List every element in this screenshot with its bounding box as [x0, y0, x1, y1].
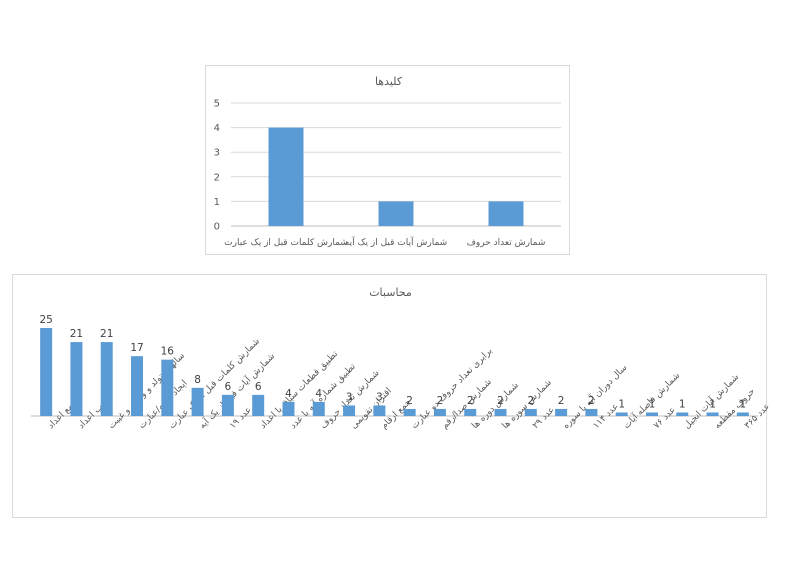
y-tick-label: 2 — [214, 172, 220, 183]
data-label: 2 — [588, 395, 595, 407]
data-label: 2 — [406, 395, 413, 407]
bar — [585, 408, 598, 416]
bar — [40, 328, 53, 416]
bar — [494, 408, 507, 416]
chart-keys-svg: کلیدها 0 1 2 3 4 5 شمارش کلمات قبل از یک عبارت… — [214, 75, 561, 248]
y-tick-label: 3 — [214, 148, 220, 159]
bar — [221, 394, 234, 416]
bar — [706, 412, 719, 416]
chart-title: کلیدها — [375, 75, 403, 88]
data-label: 2 — [467, 395, 474, 407]
bar — [403, 408, 416, 416]
data-label: 1 — [709, 398, 716, 410]
bar — [736, 412, 749, 416]
data-label: 2 — [437, 395, 444, 407]
bar — [488, 201, 524, 226]
bar — [378, 201, 414, 226]
bar — [373, 405, 386, 416]
bar — [645, 412, 658, 416]
data-label: 6 — [225, 381, 232, 393]
bar — [555, 408, 568, 416]
x-tick-label: شمارش آیات قبل از یک آیه — [345, 236, 447, 248]
bar — [268, 127, 304, 226]
chart-keys: کلیدها 0 1 2 3 4 5 شمارش کلمات قبل از یک عبارت… — [205, 65, 570, 255]
data-label: 2 — [558, 395, 565, 407]
y-tick-label: 4 — [214, 123, 220, 134]
data-label: 21 — [70, 328, 83, 340]
bar — [100, 342, 113, 416]
bar — [252, 394, 265, 416]
bar — [312, 401, 325, 416]
bar — [161, 359, 174, 416]
x-tick-label: شمارش تعداد حروف — [467, 238, 546, 248]
chart-calculations: محاسبات 25 جمع اعداد 21 ضرب اعداد 21 سالهای ت… — [12, 274, 772, 518]
y-tick-label: 5 — [214, 99, 220, 110]
data-label: 1 — [649, 398, 656, 410]
data-label: 2 — [497, 395, 504, 407]
data-label: 16 — [161, 346, 175, 358]
data-label: 4 — [315, 388, 322, 400]
data-label: 1 — [679, 398, 686, 410]
bar — [615, 412, 628, 416]
bar — [464, 408, 477, 416]
data-label: 17 — [130, 342, 143, 354]
data-label: 1 — [740, 398, 747, 410]
data-label: 2 — [527, 395, 534, 407]
bar — [343, 405, 356, 416]
data-label: 3 — [346, 391, 353, 403]
y-tick-label: 1 — [214, 197, 220, 208]
data-label: 6 — [255, 381, 262, 393]
data-label: 8 — [194, 374, 201, 386]
bar — [676, 412, 689, 416]
data-label: 21 — [100, 328, 113, 340]
y-tick-label: 0 — [214, 222, 220, 233]
x-tick-label: شمارش کلمات قبل از یک عبارت — [224, 238, 348, 248]
chart-title: محاسبات — [369, 286, 412, 299]
data-label: 25 — [39, 314, 52, 326]
bar — [191, 387, 204, 416]
x-tick-label: عدد ۷۶ — [652, 405, 678, 431]
bar — [131, 356, 144, 416]
data-label: 3 — [376, 391, 383, 403]
bar — [433, 408, 446, 416]
data-label: 4 — [285, 388, 292, 400]
bar — [282, 401, 295, 416]
bar — [70, 342, 83, 416]
bar — [524, 408, 537, 416]
data-label: 1 — [618, 398, 625, 410]
